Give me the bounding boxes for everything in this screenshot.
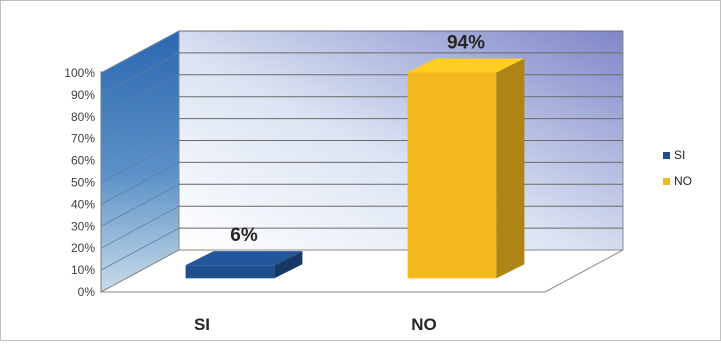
- data-labels: 6% 94%: [230, 32, 485, 246]
- gridline-side: [100, 52, 180, 96]
- floor: [100, 249, 624, 293]
- gridline-side: [100, 183, 180, 227]
- gridline-side: [100, 30, 180, 74]
- gridline-side: [100, 227, 180, 271]
- legend-label: NO: [674, 174, 692, 188]
- y-tick-label: 30%: [71, 219, 95, 233]
- y-tick-label: 40%: [71, 197, 95, 211]
- bar-top: [185, 251, 303, 266]
- data-label: 94%: [447, 32, 485, 53]
- bar-side: [274, 251, 303, 279]
- bar-si: [185, 251, 303, 279]
- y-tick-label: 10%: [71, 263, 95, 277]
- gridline-side: [100, 205, 180, 249]
- bar-top: [407, 58, 525, 73]
- y-tick-label: 80%: [71, 110, 95, 124]
- legend-swatch: [663, 178, 670, 185]
- y-tick-label: 70%: [71, 132, 95, 146]
- bar-no: [407, 58, 525, 279]
- gridline-side: [100, 162, 180, 205]
- y-tick-label: 100%: [64, 66, 95, 80]
- gridlines: [100, 30, 623, 292]
- gridline-side: [100, 118, 180, 161]
- data-label: 6%: [230, 225, 258, 246]
- x-tick-label: NO: [411, 315, 437, 334]
- y-tick-label: 50%: [71, 176, 95, 190]
- y-tick-label: 90%: [71, 88, 95, 102]
- legend-swatch: [663, 152, 670, 159]
- bar-side: [496, 58, 525, 279]
- gridline-side: [100, 74, 180, 118]
- gridline-side: [100, 96, 180, 140]
- x-axis-tick-labels: SI NO: [194, 315, 437, 334]
- legend-label: SI: [674, 148, 685, 162]
- legend: SI NO: [663, 148, 692, 188]
- x-tick-label: SI: [194, 315, 210, 334]
- bar-front: [185, 265, 275, 279]
- y-tick-label: 0%: [78, 285, 96, 299]
- y-axis-tick-labels: 0% 10% 20% 30% 40% 50% 60% 70% 80% 90% 100%: [64, 66, 95, 299]
- bars: [185, 58, 525, 279]
- y-tick-label: 60%: [71, 154, 95, 168]
- gridline-side: [100, 140, 180, 183]
- bar-chart-3d: 0%10%20%30%40%50%60%70%80%90%100% 6%94% …: [64, 30, 692, 334]
- bar-front: [407, 72, 497, 279]
- chart-walls: [100, 30, 624, 293]
- y-tick-label: 20%: [71, 241, 95, 255]
